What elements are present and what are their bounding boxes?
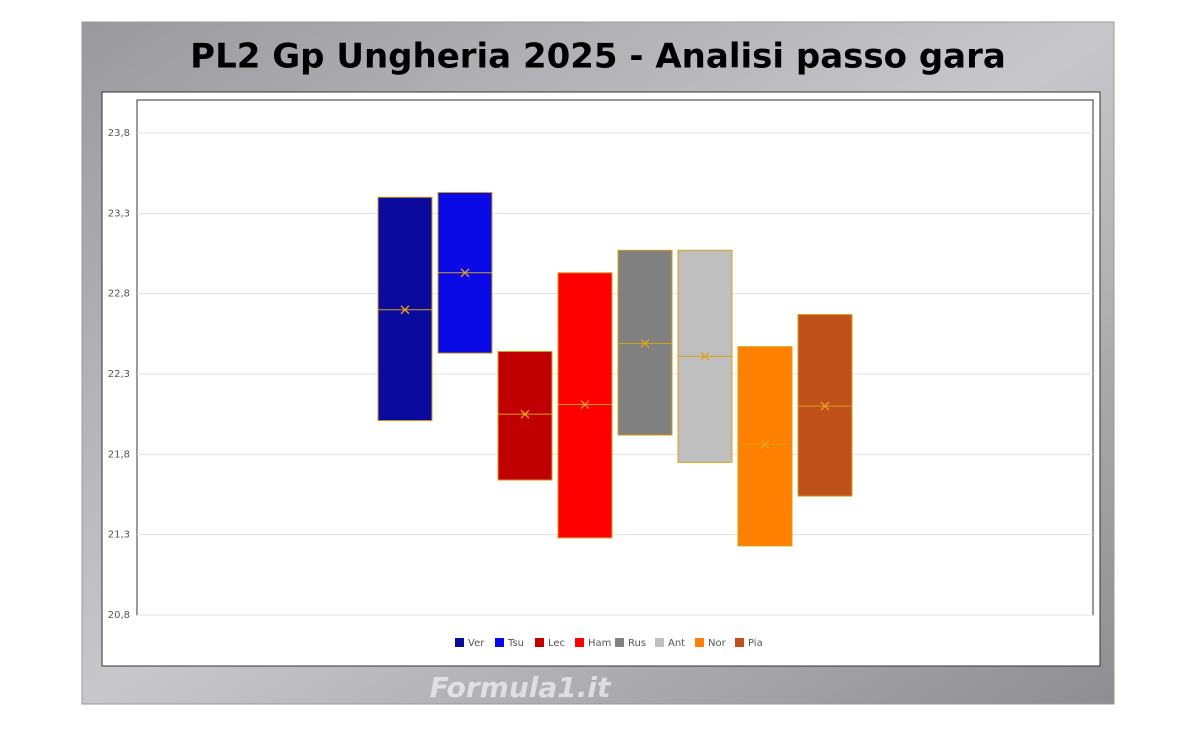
mean-marker xyxy=(520,409,530,419)
range-bar xyxy=(737,346,793,547)
legend-swatch xyxy=(455,638,464,647)
mean-marker xyxy=(400,305,410,315)
watermark: Formula1.it xyxy=(430,671,612,704)
legend-swatch xyxy=(655,638,664,647)
y-tick-label: 21,8 xyxy=(108,449,130,460)
mean-marker xyxy=(700,351,710,361)
y-tick-label: 22,3 xyxy=(108,369,130,380)
legend-swatch xyxy=(615,638,624,647)
y-tick-label: 21,3 xyxy=(108,530,130,541)
legend-swatch xyxy=(535,638,544,647)
legend-label: Ham xyxy=(588,638,611,649)
legend-label: Lec xyxy=(548,638,565,649)
y-tick-label: 23,8 xyxy=(108,128,130,139)
legend-swatch xyxy=(735,638,744,647)
legend-label: Tsu xyxy=(507,638,524,649)
plot-area xyxy=(136,99,1094,616)
range-bar xyxy=(497,351,553,481)
mean-marker xyxy=(640,339,650,348)
y-tick-label: 23,3 xyxy=(108,208,130,219)
legend-label: Ant xyxy=(668,638,685,649)
legend-label: Rus xyxy=(628,638,646,649)
legend-swatch xyxy=(695,638,704,647)
legend-swatch xyxy=(575,638,584,647)
mean-marker xyxy=(580,400,590,409)
chart-title: PL2 Gp Ungheria 2025 - Analisi passo gar… xyxy=(190,37,1006,77)
legend-label: Nor xyxy=(708,638,727,649)
y-tick-label: 20,8 xyxy=(108,610,130,621)
legend-swatch xyxy=(495,638,504,647)
mean-marker xyxy=(820,401,830,411)
mean-marker xyxy=(760,440,770,450)
mean-marker xyxy=(460,268,470,278)
legend-label: Ver xyxy=(468,638,485,649)
y-tick-label: 22,8 xyxy=(108,289,130,300)
legend-label: Pia xyxy=(748,638,763,649)
